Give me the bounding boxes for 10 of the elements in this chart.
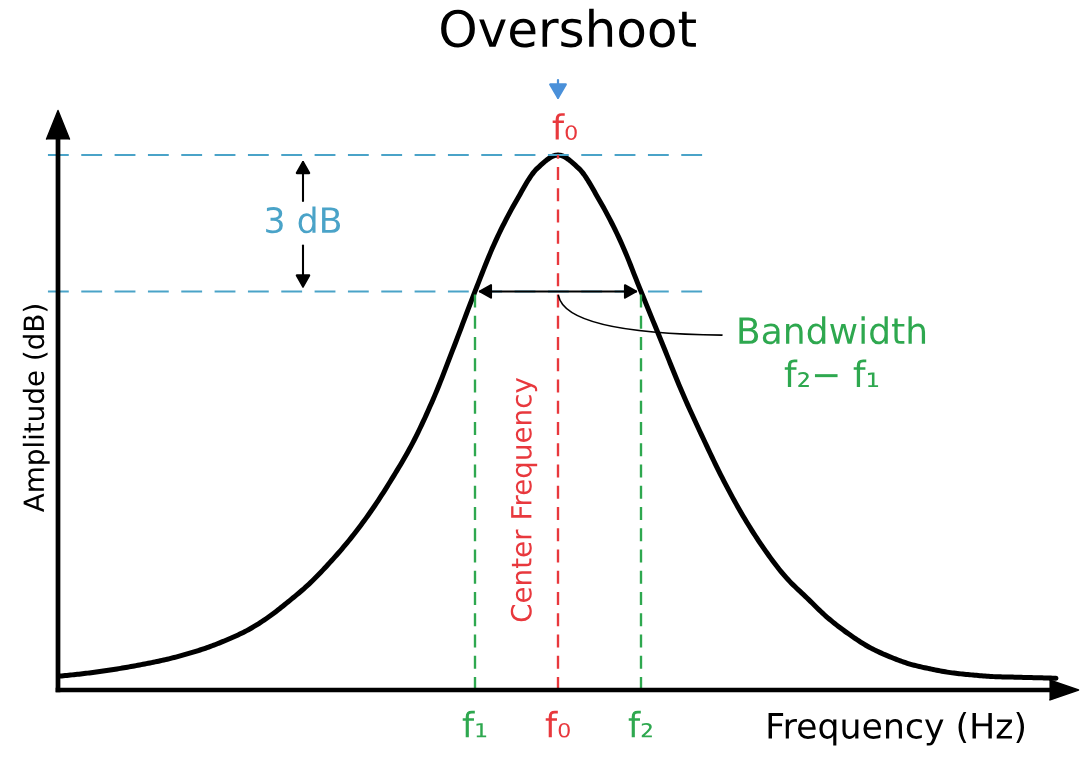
annotation: Overshoot <box>441 8 696 48</box>
annotation: 3 dB <box>266 206 341 234</box>
ref-line-label: Center Frequency <box>510 377 538 622</box>
x-tick-label: f₂ <box>628 710 652 738</box>
x-axis-title: Frequency (Hz) <box>768 712 1025 746</box>
x-tick-label: f₁ <box>462 710 487 738</box>
x-tick-label: f₀ <box>545 710 570 738</box>
annotation: Bandwidth f₂− f₁ <box>739 316 926 388</box>
annotation: f₀ <box>552 113 577 140</box>
y-axis-title: Amplitude (dB) <box>22 305 50 513</box>
